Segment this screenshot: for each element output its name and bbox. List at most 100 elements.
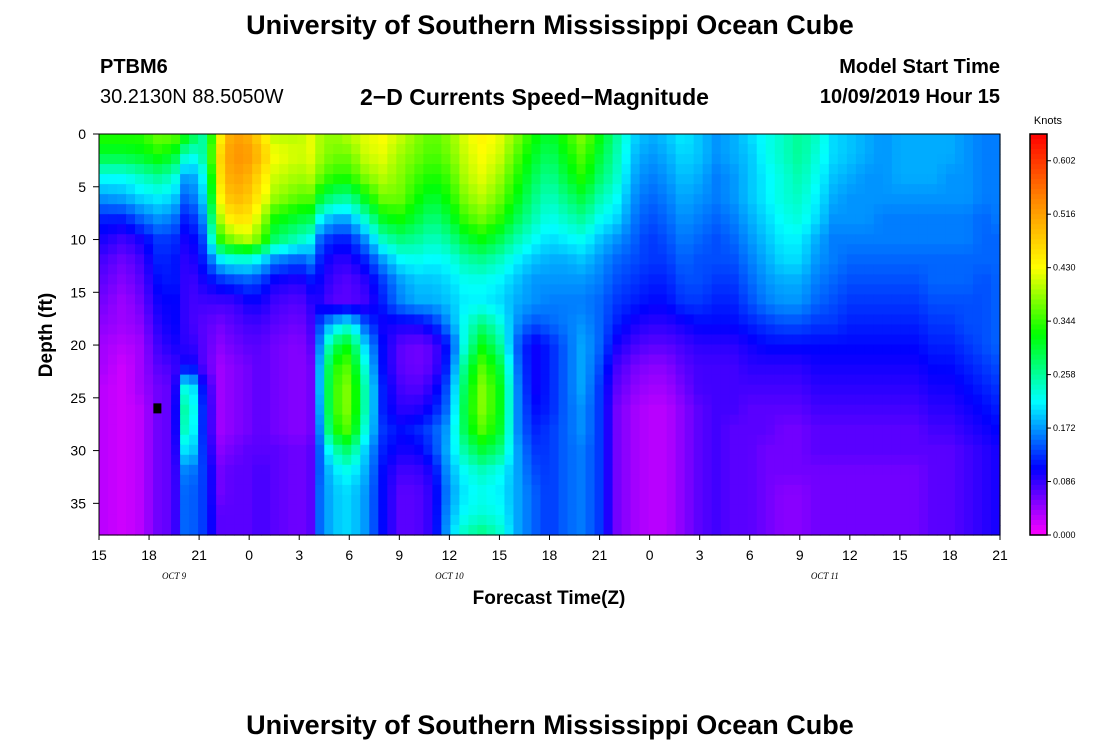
heatmap-cell xyxy=(810,524,821,536)
heatmap-cell xyxy=(468,504,479,516)
heatmap-cell xyxy=(414,164,424,175)
heatmap-cell xyxy=(846,384,857,396)
heatmap-cell xyxy=(792,494,803,506)
heatmap-cell xyxy=(144,134,154,145)
heatmap-cell xyxy=(855,204,866,215)
heatmap-cell xyxy=(162,244,172,255)
heatmap-cell xyxy=(936,154,947,165)
heatmap-cell xyxy=(531,284,542,296)
heatmap-cell xyxy=(225,384,235,396)
heatmap-cell xyxy=(639,404,650,416)
heatmap-cell xyxy=(720,504,731,516)
heatmap-cell xyxy=(342,354,352,366)
heatmap-cell xyxy=(909,394,920,406)
heatmap-cell xyxy=(468,464,479,476)
heatmap-cell xyxy=(801,334,812,346)
heatmap-cell xyxy=(441,394,451,406)
heatmap-cell xyxy=(666,154,677,165)
heatmap-cell xyxy=(891,134,902,145)
heatmap-cell xyxy=(864,174,875,185)
heatmap-cell xyxy=(279,194,289,205)
heatmap-cell xyxy=(495,324,506,336)
heatmap-cell xyxy=(864,184,875,195)
heatmap-cell xyxy=(585,264,596,275)
heatmap-cell xyxy=(936,224,947,235)
heatmap-cell xyxy=(477,134,488,145)
heatmap-cell xyxy=(558,324,569,336)
heatmap-cell xyxy=(486,264,497,275)
heatmap-cell xyxy=(954,134,965,145)
heatmap-cell xyxy=(423,344,433,356)
heatmap-cell xyxy=(117,494,127,506)
heatmap-cell xyxy=(648,354,659,366)
heatmap-cell xyxy=(441,164,451,175)
heatmap-cell xyxy=(936,234,947,245)
heatmap-cell xyxy=(612,354,623,366)
heatmap-cell xyxy=(909,334,920,346)
heatmap-cell xyxy=(612,264,623,275)
heatmap-cell xyxy=(522,354,533,366)
heatmap-cell xyxy=(432,154,442,165)
heatmap-cell xyxy=(396,364,406,376)
heatmap-cell xyxy=(468,414,479,426)
heatmap-cell xyxy=(171,514,181,526)
heatmap-cell xyxy=(873,434,884,446)
heatmap-cell xyxy=(594,514,605,526)
heatmap-cell xyxy=(855,144,866,155)
heatmap-cell xyxy=(945,334,956,346)
heatmap-cell xyxy=(783,494,794,506)
heatmap-cell xyxy=(936,374,947,386)
heatmap-cell xyxy=(774,364,785,376)
heatmap-cell xyxy=(873,174,884,185)
heatmap-cell xyxy=(126,144,136,155)
heatmap-cell xyxy=(99,154,109,165)
heatmap-cell xyxy=(684,274,695,285)
heatmap-cell xyxy=(144,474,154,486)
heatmap-cell xyxy=(117,424,127,436)
heatmap-cell xyxy=(306,404,316,416)
heatmap-cell xyxy=(162,204,172,215)
heatmap-cell xyxy=(189,254,199,265)
heatmap-cell xyxy=(540,444,551,456)
heatmap-cell xyxy=(585,404,596,416)
heatmap-cell xyxy=(225,334,235,346)
heatmap-cell xyxy=(261,504,271,516)
heatmap-cell xyxy=(351,184,361,195)
heatmap-cell xyxy=(990,214,1001,225)
heatmap-cell xyxy=(522,384,533,396)
heatmap-cell xyxy=(171,234,181,245)
heatmap-cell xyxy=(279,234,289,245)
heatmap-cell xyxy=(675,184,686,195)
colorbar-band xyxy=(1030,324,1047,331)
heatmap-cell xyxy=(828,374,839,386)
heatmap-cell xyxy=(378,264,388,275)
heatmap-cell xyxy=(594,174,605,185)
heatmap-cell xyxy=(675,144,686,155)
heatmap-cell xyxy=(144,464,154,476)
heatmap-cell xyxy=(495,434,506,446)
heatmap-cell xyxy=(297,464,307,476)
heatmap-cell xyxy=(180,144,190,155)
heatmap-cell xyxy=(306,174,316,185)
heatmap-cell xyxy=(630,334,641,346)
heatmap-cell xyxy=(612,274,623,285)
heatmap-cell xyxy=(909,354,920,366)
heatmap-cell xyxy=(162,154,172,165)
heatmap-cell xyxy=(333,434,343,446)
heatmap-cell xyxy=(918,204,929,215)
heatmap-cell xyxy=(387,464,397,476)
heatmap-cell xyxy=(405,294,415,306)
heatmap-cell xyxy=(234,204,244,215)
heatmap-cell xyxy=(954,214,965,225)
heatmap-cell xyxy=(981,234,992,245)
heatmap-cell xyxy=(954,294,965,306)
heatmap-cell xyxy=(531,384,542,396)
heatmap-cell xyxy=(396,244,406,255)
heatmap-cell xyxy=(792,184,803,195)
heatmap-cell xyxy=(117,174,127,185)
heatmap-cell xyxy=(558,254,569,265)
heatmap-cell xyxy=(513,524,524,536)
heatmap-cell xyxy=(900,194,911,205)
x-tick-label: 6 xyxy=(345,547,353,563)
heatmap-cell xyxy=(774,214,785,225)
